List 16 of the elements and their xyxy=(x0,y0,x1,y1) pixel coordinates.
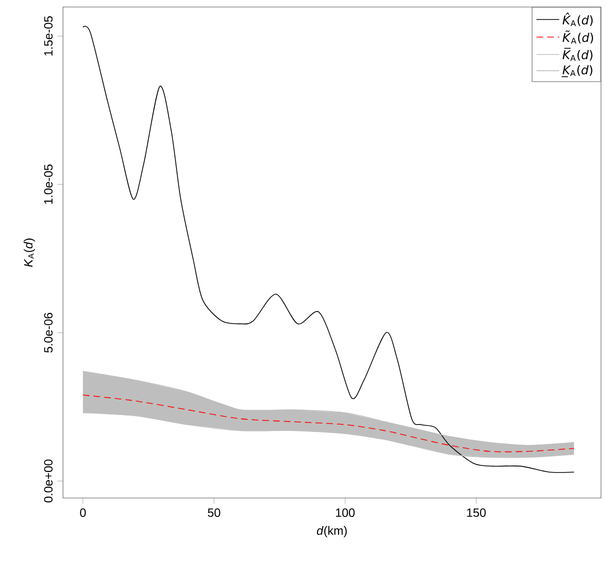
line-series xyxy=(82,394,574,452)
y-tick-label: 0.0e+00 xyxy=(44,460,53,502)
x-axis-title: d(km) xyxy=(316,526,347,538)
x-tick-label: 100 xyxy=(336,508,355,517)
legend-label: K̃$_{A}$(d) xyxy=(562,30,594,44)
line-series xyxy=(82,26,574,473)
y-axis-title: K$_{A}$(d) xyxy=(24,238,35,267)
x-tick-label: 150 xyxy=(467,508,486,517)
x-tick-label: 0 xyxy=(80,508,86,517)
legend-label: K̂$_{A}$(d) xyxy=(562,12,593,26)
y-tick-label: 5.0e-06 xyxy=(44,312,53,353)
x-tick-label: 50 xyxy=(208,508,220,517)
y-tick-label: 1.5e-05 xyxy=(44,16,53,56)
legend-label: K̲$_{A}$(d) xyxy=(562,65,592,78)
legend-label: K̅$_{A}$(d) xyxy=(562,48,592,61)
y-tick-label: 1.0e-05 xyxy=(44,164,53,204)
